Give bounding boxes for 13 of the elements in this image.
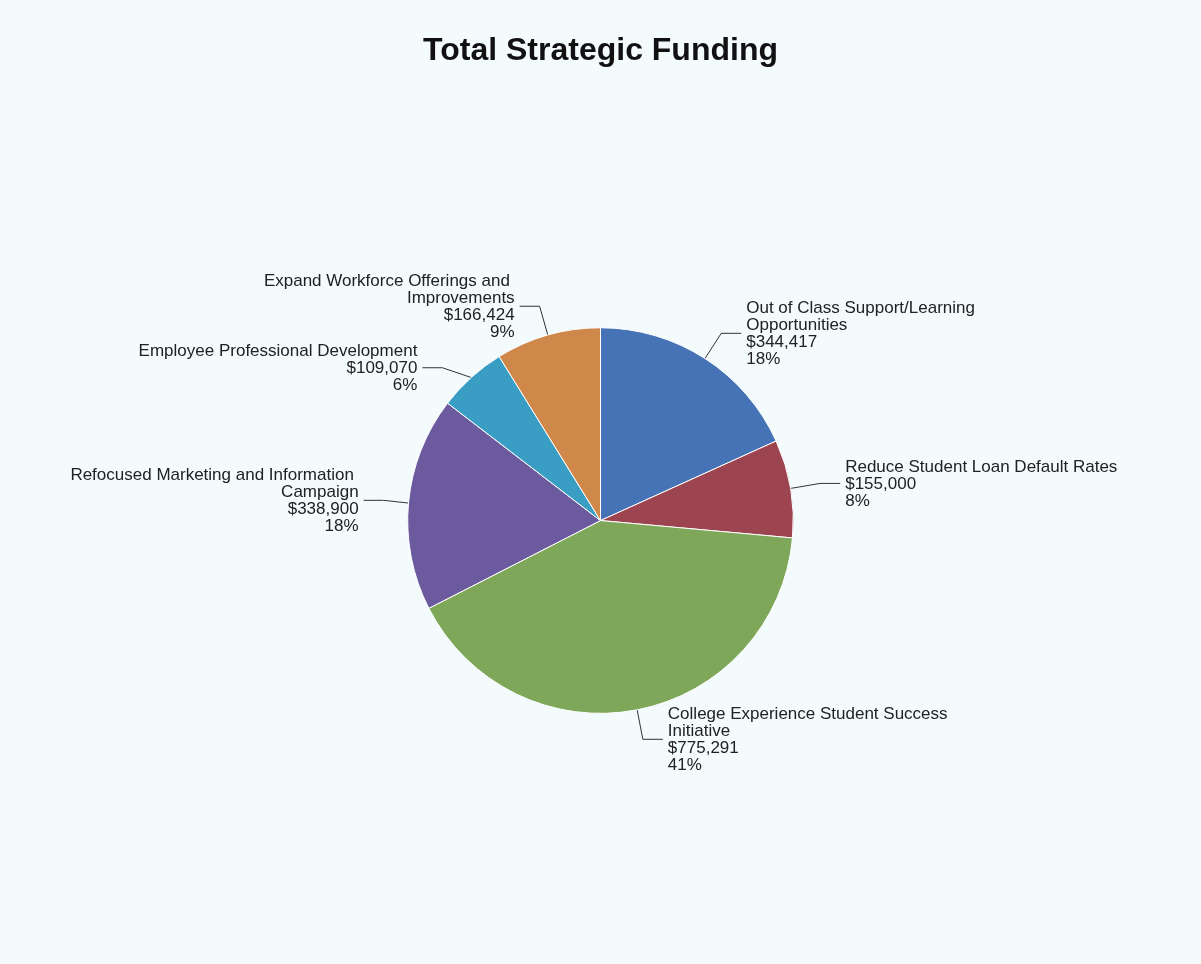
slice-label: Refocused Marketing and Information Campaign bbox=[70, 465, 359, 502]
data-label: $166,424 9% bbox=[443, 305, 515, 342]
data-label: $338,900 18% bbox=[287, 499, 359, 536]
slice-label: Employee Professional Development bbox=[138, 341, 418, 361]
slice-label: Out of Class Support/Learning Opportunities bbox=[746, 298, 980, 335]
data-label: $344,417 18% bbox=[746, 332, 818, 369]
data-label: $775,291 41% bbox=[667, 738, 739, 775]
data-label: $109,070 6% bbox=[346, 358, 418, 395]
chart-title: Total Strategic Funding bbox=[423, 31, 778, 67]
slice-label: College Experience Student Success Initiative bbox=[667, 704, 953, 741]
slice-label: Expand Workforce Offerings and Improvements bbox=[263, 271, 515, 308]
slice-label: Reduce Student Loan Default Rates bbox=[845, 456, 1118, 476]
data-label: $155,000 8% bbox=[845, 473, 917, 510]
